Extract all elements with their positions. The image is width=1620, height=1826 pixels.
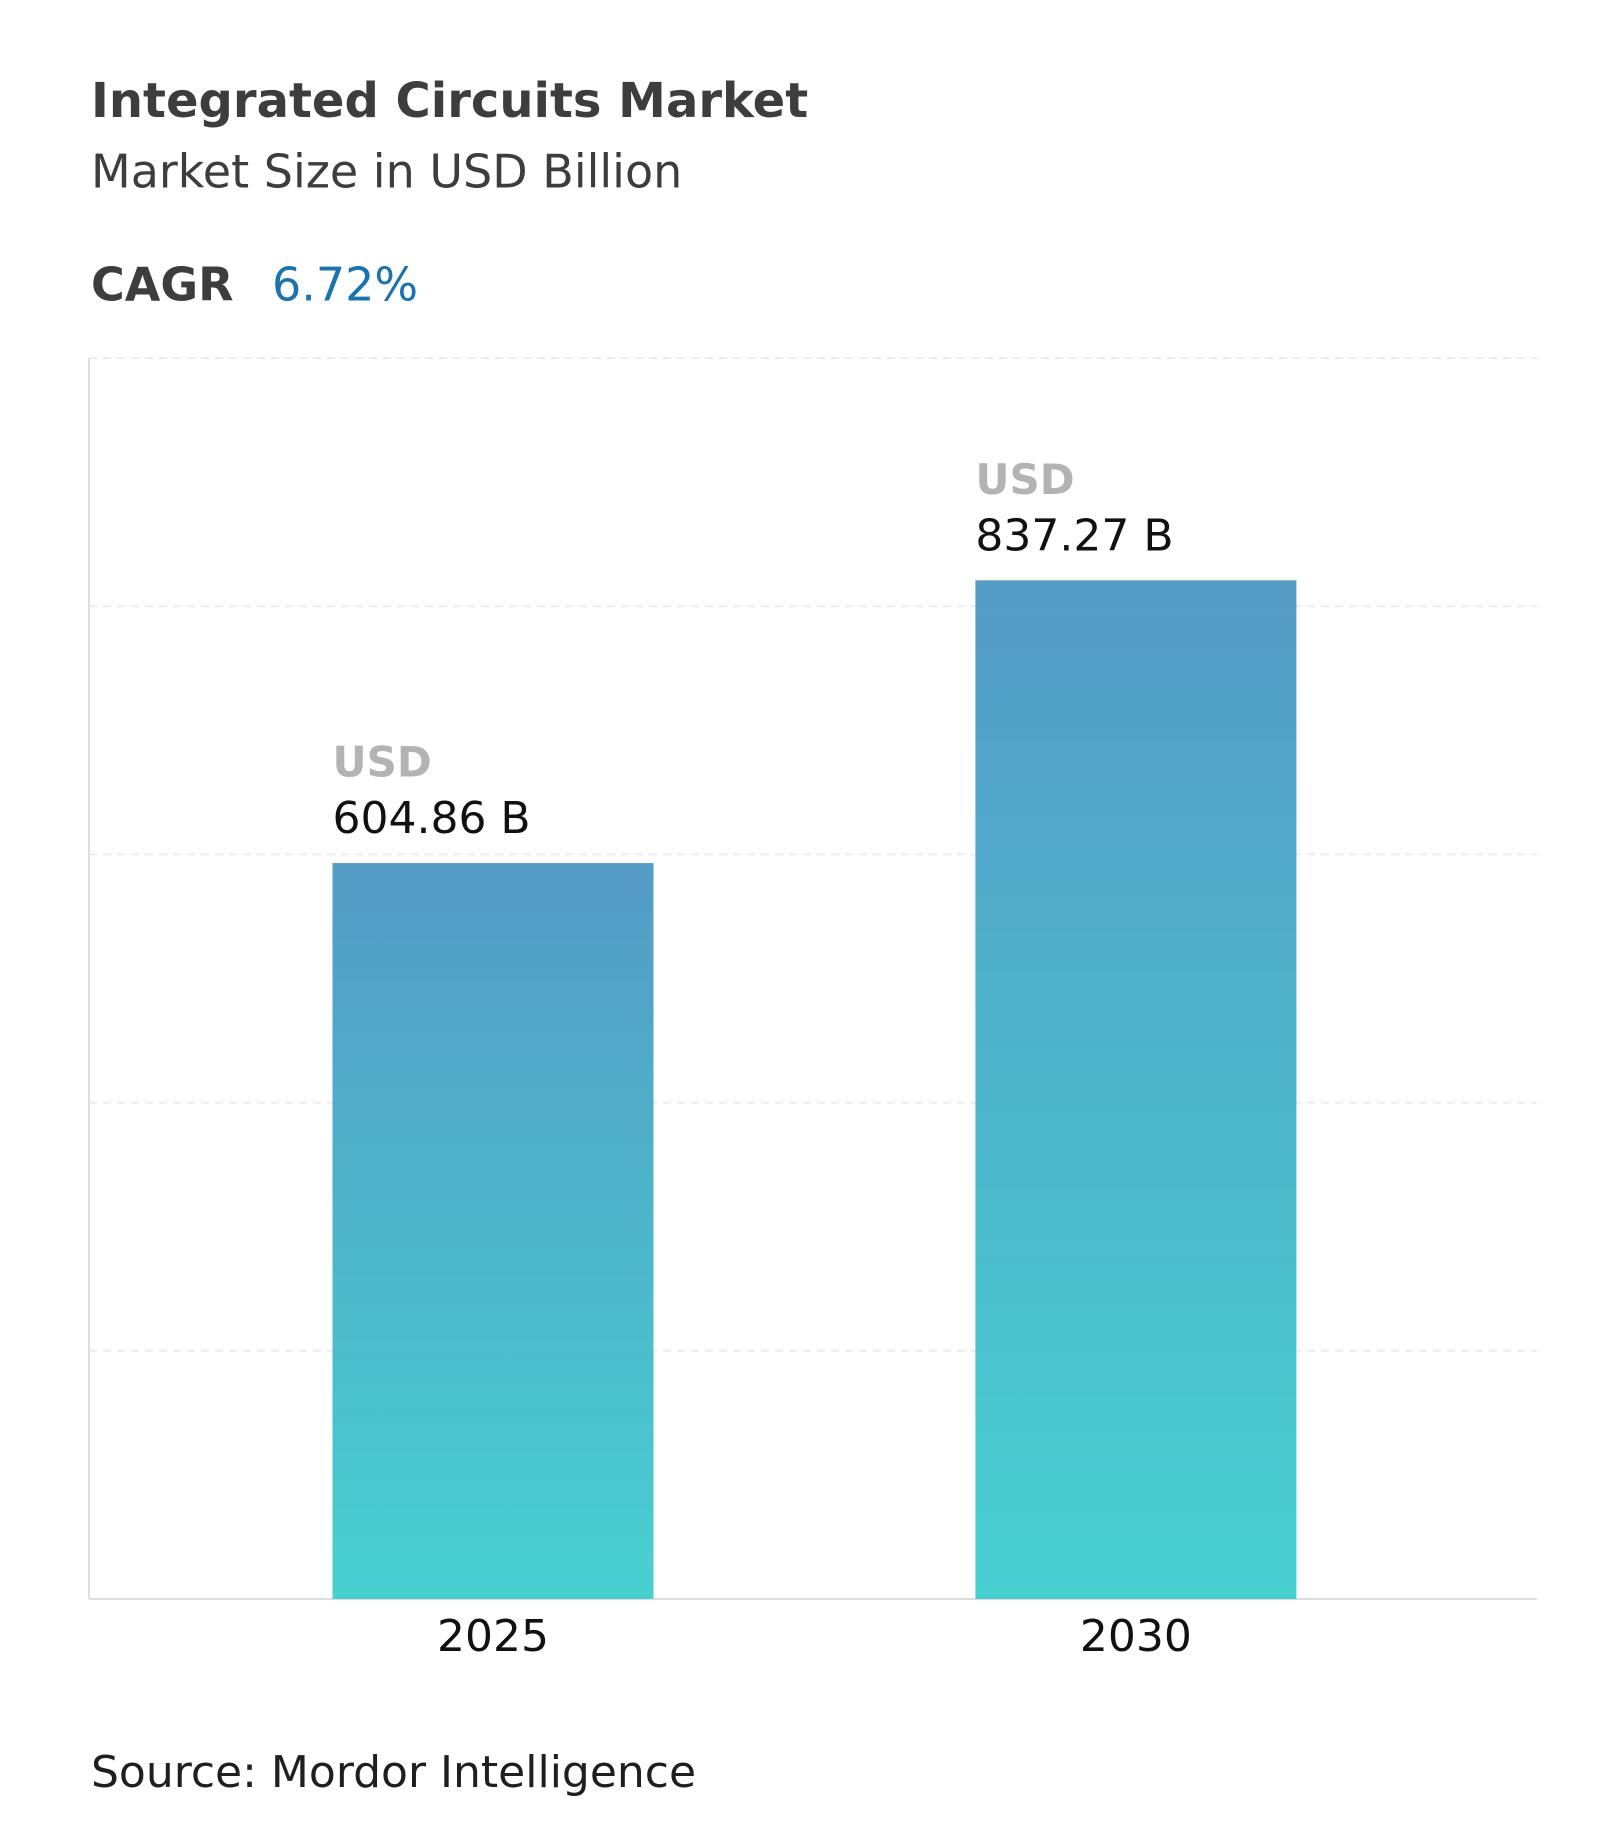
value-prefix: USD bbox=[332, 738, 431, 787]
cagr-label: CAGR bbox=[91, 258, 234, 312]
x-tick-label: 2030 bbox=[1080, 1611, 1192, 1662]
cagr-value: 6.72% bbox=[272, 258, 418, 312]
value-label: 837.27 B bbox=[975, 510, 1173, 561]
value-label: 604.86 B bbox=[332, 793, 530, 844]
chart-subtitle: Market Size in USD Billion bbox=[91, 145, 682, 199]
bar bbox=[332, 863, 654, 1599]
x-tick-label: 2025 bbox=[437, 1611, 549, 1662]
bar bbox=[975, 580, 1297, 1599]
source: Source: Mordor Intelligence bbox=[91, 1747, 696, 1798]
value-prefix: USD bbox=[975, 455, 1074, 504]
chart-title: Integrated Circuits Market bbox=[91, 73, 808, 129]
